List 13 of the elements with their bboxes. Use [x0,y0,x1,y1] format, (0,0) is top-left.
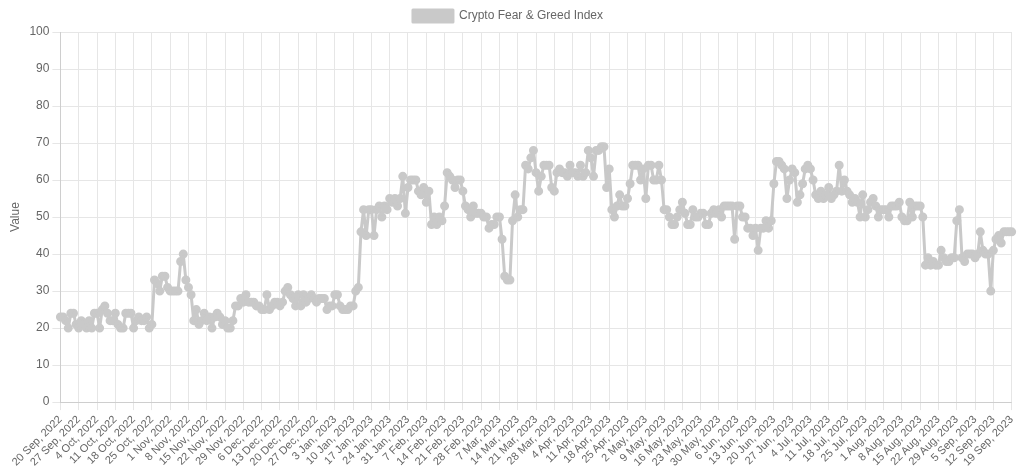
y-tick-label: 80 [36,98,50,113]
y-tick-label: 20 [36,320,50,335]
legend-label: Crypto Fear & Greed Index [458,8,604,23]
y-tick-label: 90 [36,61,50,76]
y-tick-label: 70 [36,135,50,150]
y-tick-label: 30 [36,283,50,298]
y-tick-label: 0 [42,394,50,409]
y-tick-label: 40 [36,246,50,261]
y-axis-title: Value [7,201,22,232]
y-tick-label: 60 [36,172,50,187]
y-tick-label: 50 [36,209,50,224]
y-tick-label: 10 [36,357,50,372]
y-tick-label: 100 [29,24,50,39]
